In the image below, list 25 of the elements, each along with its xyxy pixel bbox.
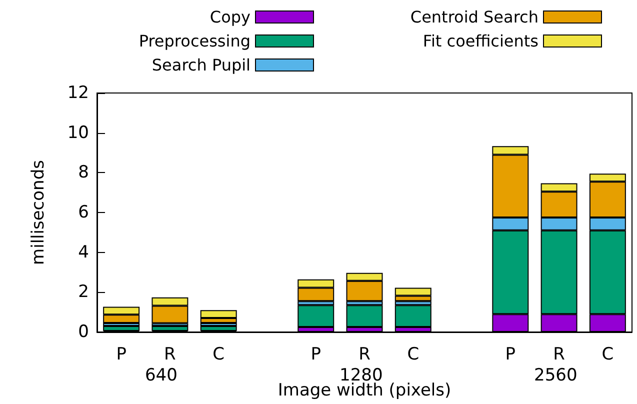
x-tick-label: C	[212, 344, 225, 364]
x-tick-label: R	[553, 344, 566, 364]
y-tick-label: 10	[67, 122, 89, 143]
x-tick-label: R	[358, 344, 371, 364]
x-tick-label: P	[116, 344, 126, 364]
x-tick-label: C	[407, 344, 420, 364]
x-axis-title: Image width (pixels)	[278, 380, 452, 400]
x-tick-label: R	[164, 344, 176, 364]
legend-label: Search Pupil	[152, 56, 250, 74]
legend-label: Preprocessing	[138, 32, 250, 50]
x-tick-label: P	[505, 344, 516, 364]
y-tick-label: 4	[78, 242, 89, 262]
text: 2560	[534, 366, 578, 386]
y-axis-title: milliseconds	[28, 160, 48, 265]
y-tick-label: 6	[78, 202, 89, 222]
text: 640	[144, 366, 178, 386]
x-tick-label: P	[310, 344, 321, 364]
y-tick-label: 0	[78, 322, 89, 342]
y-tick-label: 12	[67, 83, 89, 103]
y-tick-label: 8	[78, 162, 89, 183]
legend-label: Copy	[210, 8, 250, 26]
legend-label: Centroid Search	[410, 8, 538, 26]
y-tick-label: 2	[78, 282, 89, 302]
legend-label: Fit coefficients	[422, 32, 538, 50]
x-tick-label: C	[602, 344, 614, 364]
